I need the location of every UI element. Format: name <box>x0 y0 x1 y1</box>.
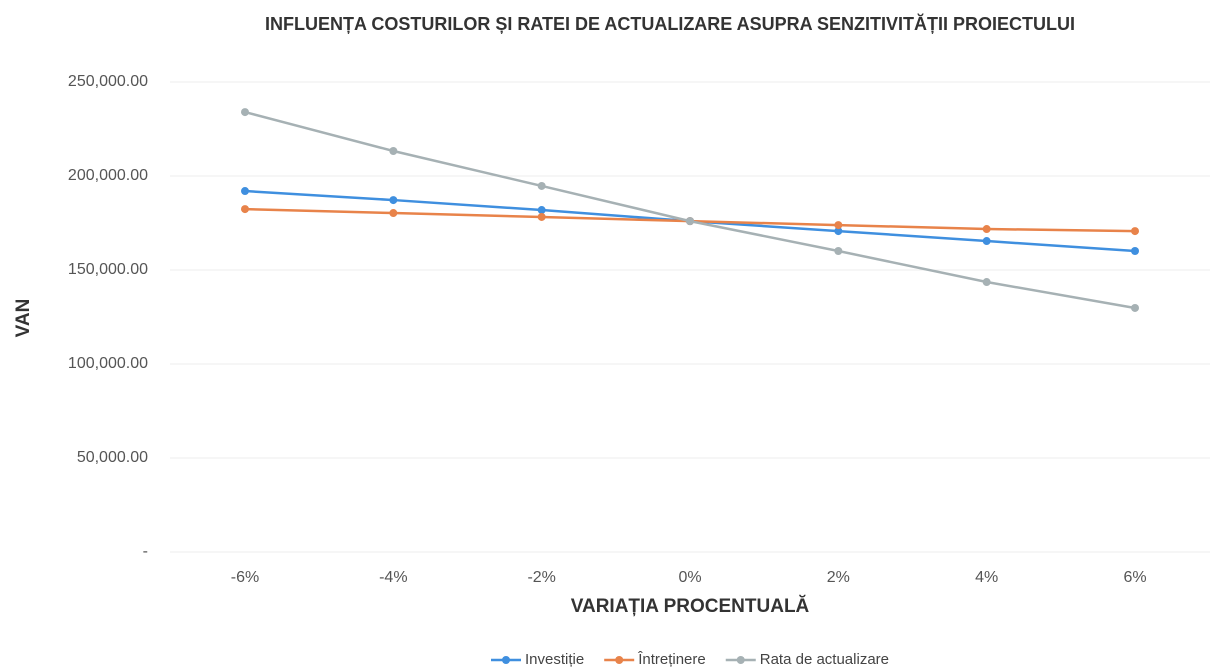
data-point <box>982 225 991 234</box>
x-tick-label: -6% <box>231 569 259 586</box>
y-tick-label: 150,000.00 <box>68 261 148 278</box>
x-tick-label: -2% <box>527 569 555 586</box>
legend-label: Întreținere <box>637 651 706 668</box>
data-point <box>982 237 991 246</box>
legend-label: Investiție <box>525 651 584 668</box>
series-line <box>244 110 1136 310</box>
data-point <box>389 209 398 218</box>
y-tick-label: - <box>143 543 148 560</box>
data-point <box>1131 303 1139 312</box>
data-point <box>537 212 546 221</box>
data-point <box>834 247 843 256</box>
data-point <box>1131 247 1139 256</box>
x-tick-label: 2% <box>827 569 850 586</box>
legend-label: Rata de actualizare <box>760 651 889 668</box>
legend-marker <box>502 656 510 664</box>
y-axis-title: VAN <box>13 299 34 338</box>
legend: Investiție Întreținere Rata de actualizare <box>491 651 889 668</box>
data-point <box>389 146 398 155</box>
x-axis-title: VARIAȚIA PROCENTUALĂ <box>571 595 810 617</box>
data-point <box>537 206 546 215</box>
data-point <box>241 108 249 117</box>
data-point <box>1131 227 1139 236</box>
y-tick-label: 250,000.00 <box>68 73 148 90</box>
data-point <box>834 227 843 236</box>
data-point <box>389 196 398 205</box>
legend-marker <box>736 656 745 664</box>
chart-title: INFLUENȚA COSTURILOR ȘI RATEI DE ACTUALI… <box>265 14 1075 34</box>
y-tick-label: 50,000.00 <box>77 449 148 466</box>
data-point <box>537 181 546 190</box>
data-point <box>982 278 991 287</box>
y-tick-label: 200,000.00 <box>68 167 148 184</box>
data-point <box>834 221 843 230</box>
y-tick-label: 100,000.00 <box>68 355 148 372</box>
x-tick-label: 4% <box>975 569 998 586</box>
data-point <box>686 217 694 226</box>
data-point <box>241 205 249 214</box>
x-tick-label: 6% <box>1123 569 1146 586</box>
legend-marker <box>615 656 624 664</box>
x-tick-label: -4% <box>379 569 407 586</box>
data-point <box>241 187 249 196</box>
x-tick-label: 0% <box>678 569 701 586</box>
